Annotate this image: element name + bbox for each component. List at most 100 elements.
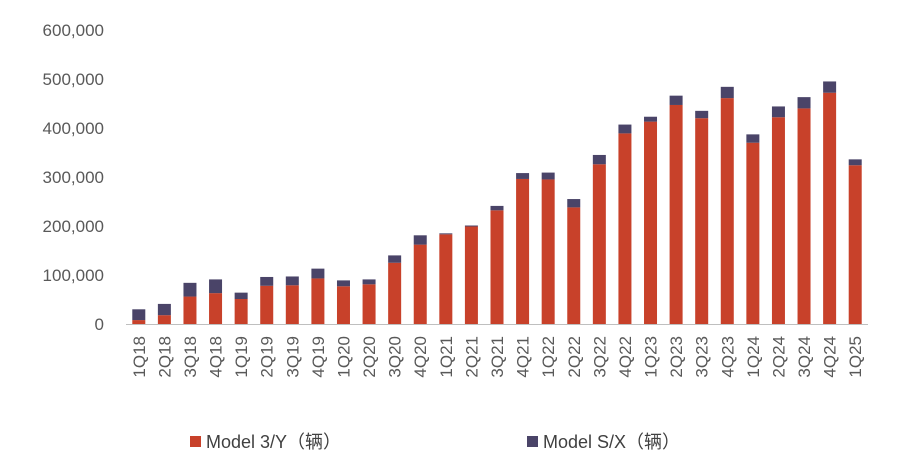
bar-model3y <box>541 179 555 324</box>
bar-modelsx <box>362 279 376 285</box>
bar-modelsx <box>464 225 478 227</box>
bar-modelsx <box>516 173 530 179</box>
x-tick-label: 1Q23 <box>642 336 661 378</box>
x-tick-label: 1Q24 <box>744 336 763 378</box>
y-tick-label: 100,000 <box>43 266 104 285</box>
bar-modelsx <box>567 199 581 208</box>
bar-model3y <box>695 118 709 324</box>
x-tick-label: 3Q23 <box>693 336 712 378</box>
bar-model3y <box>823 92 837 324</box>
bar-modelsx <box>848 159 862 166</box>
bar-model3y <box>362 284 376 324</box>
bar-model3y <box>413 244 427 324</box>
bar-modelsx <box>644 116 658 122</box>
y-tick-label: 0 <box>95 315 104 334</box>
bar-modelsx <box>413 235 427 245</box>
x-tick-label: 4Q20 <box>411 336 430 378</box>
bar-model3y <box>644 121 658 324</box>
bar-modelsx <box>439 233 453 235</box>
bar-model3y <box>311 278 325 324</box>
bar-modelsx <box>746 134 760 143</box>
x-tick-label: 2Q21 <box>462 336 481 378</box>
bar-model3y <box>234 299 248 324</box>
legend-swatch-model3y <box>190 435 201 447</box>
y-tick-label: 600,000 <box>43 21 104 40</box>
x-tick-label: 4Q19 <box>309 336 328 378</box>
y-tick-label: 200,000 <box>43 217 104 236</box>
bar-modelsx <box>311 268 325 279</box>
x-tick-label: 1Q21 <box>437 336 456 378</box>
bar-modelsx <box>157 303 171 316</box>
x-tick-label: 3Q19 <box>283 336 302 378</box>
bar-modelsx <box>720 86 734 99</box>
y-axis: 0 100,000 200,000 300,000 400,000 500,000 600,… <box>43 21 104 334</box>
bar-model3y <box>669 104 683 324</box>
bar-model3y <box>771 117 785 324</box>
x-tick-label: 2Q24 <box>769 336 788 378</box>
bar-model3y <box>439 234 453 324</box>
x-tick-label: 1Q18 <box>130 336 149 378</box>
bar-modelsx <box>592 154 606 165</box>
bar-model3y <box>720 98 734 324</box>
bar-modelsx <box>618 124 632 134</box>
bar-model3y <box>797 108 811 325</box>
bar-model3y <box>388 262 402 324</box>
x-tick-label: 1Q22 <box>539 336 558 378</box>
legend: Model 3/Y（辆） Model S/X（辆） <box>0 428 916 458</box>
x-tick-label: 4Q23 <box>718 336 737 378</box>
bar-modelsx <box>541 172 555 180</box>
y-tick-label: 500,000 <box>43 70 104 89</box>
bar-modelsx <box>388 255 402 263</box>
bar-model3y <box>848 165 862 324</box>
bars <box>132 81 862 325</box>
bar-modelsx <box>490 205 504 211</box>
bar-model3y <box>618 133 632 324</box>
bar-model3y <box>157 315 171 324</box>
bar-model3y <box>516 178 530 324</box>
y-tick-label: 300,000 <box>43 168 104 187</box>
bar-model3y <box>183 296 197 324</box>
legend-item-modelsx: Model S/X（辆） <box>527 428 680 454</box>
x-tick-label: 2Q23 <box>667 336 686 378</box>
bar-model3y <box>260 285 274 324</box>
x-tick-label: 3Q21 <box>488 336 507 378</box>
x-tick-label: 1Q19 <box>232 336 251 378</box>
x-tick-label: 4Q21 <box>514 336 533 378</box>
x-tick-label: 1Q25 <box>846 336 865 378</box>
bar-model3y <box>285 285 299 324</box>
bar-modelsx <box>183 282 197 297</box>
x-tick-label: 3Q22 <box>590 336 609 378</box>
legend-item-model3y: Model 3/Y（辆） <box>190 428 341 454</box>
x-tick-label: 4Q22 <box>616 336 635 378</box>
bar-model3y <box>464 226 478 324</box>
bar-model3y <box>336 286 350 324</box>
bar-modelsx <box>823 81 837 93</box>
legend-label-modelsx: Model S/X（辆） <box>543 432 681 452</box>
bar-model3y <box>746 142 760 324</box>
bar-modelsx <box>132 309 146 321</box>
bar-modelsx <box>336 280 350 287</box>
x-tick-label: 2Q20 <box>360 336 379 378</box>
bar-modelsx <box>797 97 811 109</box>
bar-model3y <box>592 164 606 324</box>
bar-modelsx <box>260 276 274 286</box>
bar-model3y <box>209 293 223 324</box>
x-tick-label: 2Q19 <box>258 336 277 378</box>
bar-modelsx <box>234 292 248 300</box>
x-tick-label: 3Q24 <box>795 336 814 378</box>
legend-label-model3y: Model 3/Y（辆） <box>206 432 342 452</box>
x-tick-label: 4Q24 <box>821 336 840 378</box>
x-tick-label: 3Q20 <box>386 336 405 378</box>
bar-model3y <box>490 210 504 324</box>
x-tick-label: 3Q18 <box>181 336 200 378</box>
x-tick-label: 4Q18 <box>207 336 226 378</box>
bar-modelsx <box>771 106 785 118</box>
legend-swatch-modelsx <box>527 435 538 447</box>
y-tick-label: 400,000 <box>43 119 104 138</box>
x-axis-labels: 1Q18 2Q18 3Q18 4Q18 1Q19 2Q19 3Q19 4Q19 1Q20 2Q20… <box>130 336 865 378</box>
bar-modelsx <box>209 279 223 294</box>
bar-modelsx <box>285 276 299 286</box>
bar-modelsx <box>669 95 683 105</box>
x-tick-label: 1Q20 <box>334 336 353 378</box>
